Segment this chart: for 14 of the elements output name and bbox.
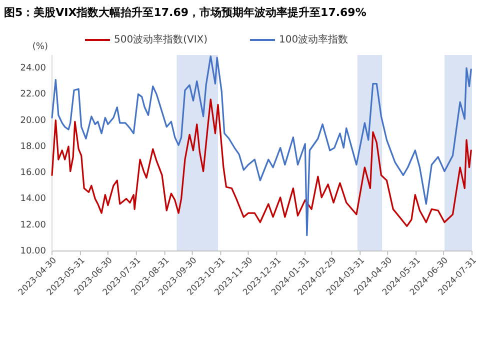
legend-label: 100波动率指数: [279, 34, 348, 46]
legend-label: 500波动率指数(VIX): [114, 34, 208, 46]
line-series: [51, 98, 472, 227]
y-tick-label: 12.00: [20, 220, 46, 230]
y-tick-label: 18.00: [20, 142, 46, 152]
y-tick-label: 22.00: [20, 90, 46, 100]
y-tick-label: 14.00: [20, 194, 46, 204]
y-tick-label: 20.00: [20, 116, 46, 126]
y-tick-label: 16.00: [20, 168, 46, 178]
y-tick-label: 24.00: [20, 64, 46, 74]
y-axis-title: (%): [32, 42, 48, 52]
line-series: [51, 56, 472, 236]
y-tick-label: 10.00: [20, 246, 46, 256]
chart-title: 图5：美股VIX指数大幅抬升至17.69，市场预期年波动率提升至17.69%: [4, 6, 366, 19]
